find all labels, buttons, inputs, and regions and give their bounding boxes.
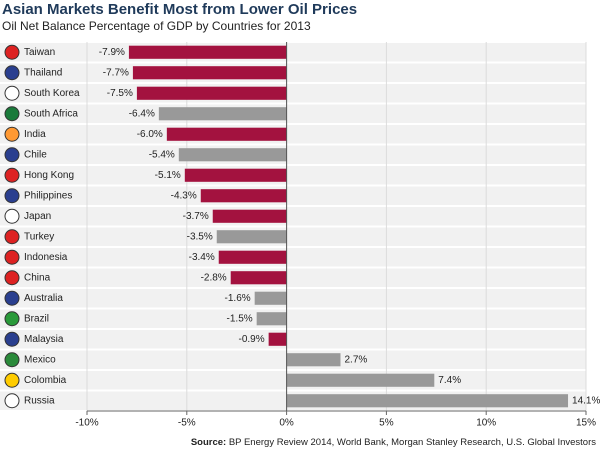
chart-subtitle: Oil Net Balance Percentage of GDP by Cou… bbox=[2, 19, 311, 33]
value-label: -3.4% bbox=[189, 252, 215, 263]
bar bbox=[268, 332, 287, 346]
flag-icon bbox=[4, 372, 20, 388]
flag-icon bbox=[4, 270, 20, 286]
flag-icon bbox=[4, 167, 20, 183]
value-label: -2.8% bbox=[201, 272, 227, 283]
value-label: -6.0% bbox=[137, 129, 163, 140]
chart-title: Asian Markets Benefit Most from Lower Oi… bbox=[2, 1, 357, 18]
row-band bbox=[0, 207, 586, 226]
value-label: 7.4% bbox=[438, 375, 461, 386]
row-band bbox=[0, 289, 586, 308]
flag-icon bbox=[4, 393, 20, 409]
value-label: -3.7% bbox=[183, 211, 209, 222]
bar bbox=[136, 86, 287, 100]
value-label: -6.4% bbox=[129, 108, 155, 119]
value-label: 14.1% bbox=[572, 395, 600, 406]
x-tick-label: 5% bbox=[379, 418, 394, 429]
bar bbox=[256, 312, 287, 326]
value-label: -7.5% bbox=[107, 88, 133, 99]
value-label: -7.9% bbox=[99, 47, 125, 58]
row-band bbox=[0, 309, 586, 328]
flag-icon bbox=[4, 352, 20, 368]
bar bbox=[178, 148, 287, 162]
bar bbox=[254, 291, 287, 305]
row-band bbox=[0, 84, 586, 103]
value-label: -1.6% bbox=[225, 293, 251, 304]
bar bbox=[132, 66, 287, 80]
x-tick-label: -10% bbox=[75, 418, 98, 429]
value-label: -5.1% bbox=[155, 170, 181, 181]
bar bbox=[158, 107, 287, 121]
category-label: Australia bbox=[24, 293, 63, 304]
source-label: Source: bbox=[191, 437, 226, 448]
category-label: Mexico bbox=[24, 354, 56, 365]
flag-icon bbox=[4, 311, 20, 327]
row-band bbox=[0, 104, 586, 123]
value-label: -7.7% bbox=[103, 67, 129, 78]
category-label: South Africa bbox=[24, 108, 78, 119]
category-label: Japan bbox=[24, 211, 51, 222]
source-text: BP Energy Review 2014, World Bank, Morga… bbox=[229, 437, 596, 448]
category-label: Brazil bbox=[24, 313, 49, 324]
category-label: Thailand bbox=[24, 67, 62, 78]
category-label: Chile bbox=[24, 149, 47, 160]
x-tick-label: 15% bbox=[576, 418, 596, 429]
category-label: Indonesia bbox=[24, 252, 68, 263]
category-label: Taiwan bbox=[24, 47, 55, 58]
bar bbox=[218, 250, 287, 264]
bar bbox=[286, 373, 435, 387]
flag-icon bbox=[4, 188, 20, 204]
bar bbox=[286, 394, 569, 408]
flag-icon bbox=[4, 147, 20, 163]
row-band bbox=[0, 43, 586, 62]
value-label: -3.5% bbox=[187, 231, 213, 242]
category-label: Philippines bbox=[24, 190, 72, 201]
row-band bbox=[0, 166, 586, 185]
row-band bbox=[0, 227, 586, 246]
bar bbox=[212, 209, 287, 223]
category-label: Colombia bbox=[24, 375, 67, 386]
bar bbox=[200, 189, 287, 203]
bar bbox=[166, 127, 287, 141]
flag-icon bbox=[4, 106, 20, 122]
flag-icon bbox=[4, 85, 20, 101]
value-label: -5.4% bbox=[149, 149, 175, 160]
x-tick-label: 0% bbox=[279, 418, 294, 429]
flag-icon bbox=[4, 208, 20, 224]
row-band bbox=[0, 145, 586, 164]
flag-icon bbox=[4, 331, 20, 347]
x-tick-label: -5% bbox=[178, 418, 196, 429]
flag-icon bbox=[4, 290, 20, 306]
flag-icon bbox=[4, 65, 20, 81]
value-label: 2.7% bbox=[344, 354, 367, 365]
row-band bbox=[0, 268, 586, 287]
category-label: Hong Kong bbox=[24, 170, 74, 181]
category-label: Turkey bbox=[24, 231, 54, 242]
flag-icon bbox=[4, 249, 20, 265]
category-label: China bbox=[24, 272, 51, 283]
x-tick-label: 10% bbox=[476, 418, 496, 429]
category-label: Malaysia bbox=[24, 334, 64, 345]
value-label: -4.3% bbox=[171, 190, 197, 201]
value-label: -0.9% bbox=[239, 334, 265, 345]
source: Source: BP Energy Review 2014, World Ban… bbox=[191, 437, 596, 448]
row-band bbox=[0, 330, 586, 349]
bar bbox=[184, 168, 287, 182]
bar bbox=[230, 271, 287, 285]
category-label: India bbox=[24, 129, 46, 140]
flag-icon bbox=[4, 44, 20, 60]
category-label: Russia bbox=[24, 395, 55, 406]
value-label: -1.5% bbox=[227, 313, 253, 324]
flag-icon bbox=[4, 126, 20, 142]
bar bbox=[216, 230, 287, 244]
row-band bbox=[0, 63, 586, 82]
row-band bbox=[0, 248, 586, 267]
row-band bbox=[0, 186, 586, 205]
flag-icon bbox=[4, 229, 20, 245]
category-label: South Korea bbox=[24, 88, 80, 99]
row-band bbox=[0, 125, 586, 144]
bar bbox=[128, 45, 287, 59]
bar bbox=[286, 353, 341, 367]
